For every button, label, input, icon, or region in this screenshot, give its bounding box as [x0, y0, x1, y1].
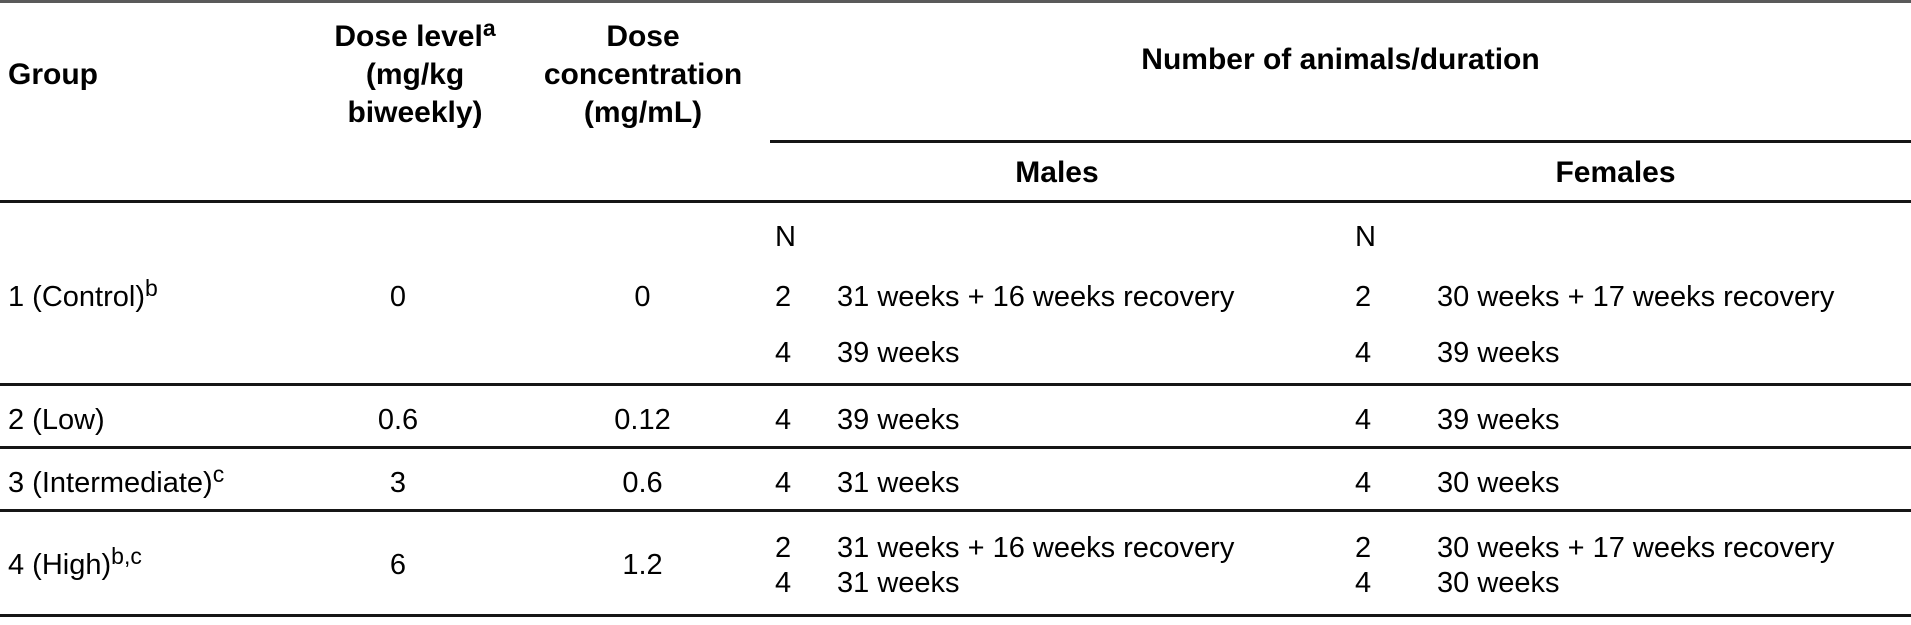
row4-dose-concentration: 1.2 [622, 549, 663, 581]
row1-group-label: 1 (Control)b [8, 275, 158, 314]
n-label-females: N [1355, 221, 1376, 253]
row1-dose-concentration: 0 [634, 281, 651, 313]
column-header-animals-duration: Number of animals/duration [1141, 43, 1540, 76]
row3-dose-level: 3 [389, 467, 407, 499]
row1-males-duration-2: 39 weeks [837, 337, 960, 369]
row1-males-n-1: 2 [775, 281, 792, 313]
row-divider-2 [0, 446, 1911, 449]
table-top-rule [0, 0, 1911, 3]
row-divider-1 [0, 383, 1911, 386]
row1-females-n-1: 2 [1355, 281, 1372, 313]
row3-group-label: 3 (Intermediate)c [8, 461, 225, 500]
row2-males-duration: 39 weeks [837, 404, 960, 436]
group-header-label: Group [8, 58, 98, 91]
row1-females-duration-2: 39 weeks [1437, 337, 1560, 369]
footnote-marker-a: a [482, 15, 496, 41]
row1-females-n-2: 4 [1355, 337, 1372, 369]
dose-level-header-line1: Dose levela [334, 15, 496, 54]
row4-dose-level: 6 [389, 549, 407, 581]
dose-level-header-line3: biweekly) [347, 96, 483, 129]
row4-males-duration-2: 31 weeks [837, 567, 960, 599]
row2-group-label: 2 (Low) [8, 404, 105, 436]
column-header-group: Group [8, 56, 98, 94]
subheader-females: Females [1555, 156, 1676, 189]
row4-females-n-1: 2 [1355, 532, 1372, 564]
table-bottom-rule [0, 614, 1911, 617]
row4-females-duration-2: 30 weeks [1437, 567, 1560, 599]
animals-span-rule [770, 140, 1911, 143]
subheader-males: Males [1015, 156, 1099, 189]
row4-males-n-1: 2 [775, 532, 792, 564]
row2-dose-concentration: 0.12 [614, 404, 671, 436]
footnote-marker-row4: b,c [111, 543, 142, 569]
column-header-dose-level: Dose levela (mg/kg biweekly) [290, 15, 540, 132]
row1-males-n-2: 4 [775, 337, 792, 369]
row3-dose-concentration: 0.6 [622, 467, 663, 499]
row2-dose-level: 0.6 [377, 404, 419, 436]
footnote-marker-row1: b [145, 275, 158, 301]
row2-females-n: 4 [1355, 404, 1372, 436]
n-label-males: N [775, 221, 796, 253]
row1-dose-level: 0 [389, 281, 407, 313]
row3-males-duration: 31 weeks [837, 467, 960, 499]
row4-females-n-2: 4 [1355, 567, 1372, 599]
dose-conc-header-line2: concentration [543, 58, 743, 91]
row4-males-n-2: 4 [775, 567, 792, 599]
header-bottom-rule [0, 200, 1911, 203]
dose-level-header-line2: (mg/kg [365, 58, 465, 91]
row2-females-duration: 39 weeks [1437, 404, 1560, 436]
row3-females-n: 4 [1355, 467, 1372, 499]
row1-males-duration-1: 31 weeks + 16 weeks recovery [837, 281, 1235, 313]
row1-females-duration-1: 30 weeks + 17 weeks recovery [1437, 281, 1835, 313]
column-header-dose-concentration: Dose concentration (mg/mL) [518, 18, 768, 132]
dose-conc-header-line1: Dose [606, 20, 680, 53]
row3-females-duration: 30 weeks [1437, 467, 1560, 499]
footnote-marker-row3: c [212, 461, 225, 487]
row-divider-3 [0, 509, 1911, 512]
row4-males-duration-1: 31 weeks + 16 weeks recovery [837, 532, 1235, 564]
row3-males-n: 4 [775, 467, 792, 499]
row2-males-n: 4 [775, 404, 792, 436]
row4-group-label: 4 (High)b,c [8, 543, 142, 582]
row4-females-duration-1: 30 weeks + 17 weeks recovery [1437, 532, 1835, 564]
dose-conc-header-line3: (mg/mL) [583, 96, 703, 129]
